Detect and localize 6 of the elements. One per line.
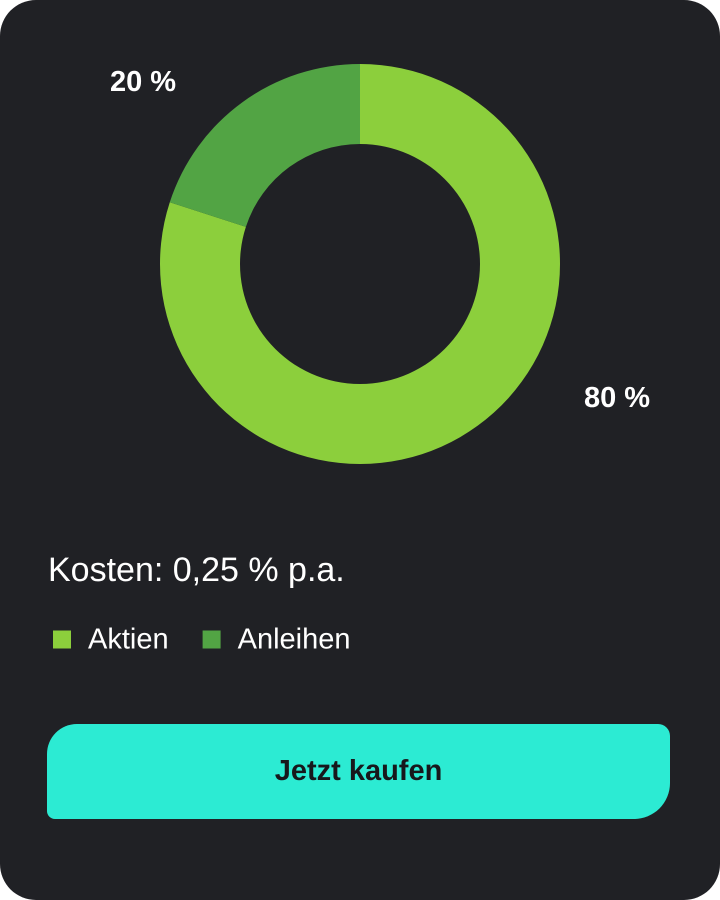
legend-label: Anleihen	[238, 624, 350, 656]
legend-label: Aktien	[88, 624, 169, 656]
button[interactable]: Jetzt kaufen	[47, 724, 670, 819]
text: Kosten: 0,25 % p.a.	[48, 550, 345, 590]
data-label: 80 %	[584, 382, 650, 414]
data-label: 20 %	[110, 66, 176, 98]
